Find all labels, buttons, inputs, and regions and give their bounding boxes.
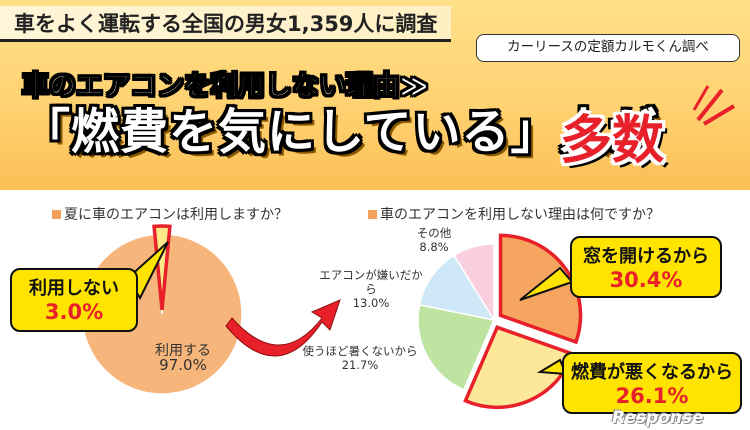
callout-not-use: 利用しない 3.0% [10,268,138,332]
chart2-title: 車のエアコンを利用しない理由は何ですか？ [368,204,660,224]
slice-label-use: 利用する 97.0% [155,343,211,374]
callout-value: 3.0% [44,300,104,324]
callout-open-window: 窓を開けるから 30.4% [570,236,722,298]
bullet-square-icon [52,210,61,219]
callout-label: 窓を開けるから [583,246,709,267]
slice-label-dislike: エアコンが嫌いだから 13.0% [319,268,423,310]
slice-label-not-hot: 使うほど暑くないから 21.7% [302,344,418,372]
emphasis-burst-icon [692,85,736,126]
bullet-square-icon [368,210,377,219]
callout-value: 30.4% [609,268,683,292]
source-credit: カーリースの定額カルモくん調べ [476,34,740,62]
pie-slice [418,254,496,322]
callout-label: 燃費が悪くなるから [571,362,733,383]
pie-slice [417,303,496,391]
chart1-title: 夏に車のエアコンは利用しますか？ [52,204,288,224]
callout-value: 26.1% [615,384,689,408]
arrow-icon [225,299,341,357]
accent-title: 多数 [560,111,665,171]
callout-label: 利用しない [29,278,119,299]
sub-title: 車のエアコンを利用しない理由≫ [21,71,429,103]
header-banner: 車をよく運転する全国の男女1,359人に調査 カーリースの定額カルモくん調べ 車… [0,0,750,190]
callout-fuel-economy: 燃費が悪くなるから 26.1% [562,352,742,414]
pie-chart-reasons [417,233,583,410]
callout-pointer-icon [519,266,574,301]
pie-slice [453,243,495,323]
watermark: Response [612,408,704,428]
survey-description: 車をよく運転する全国の男女1,359人に調査 [0,6,452,42]
main-title: 「燃費を気にしている」人が [22,104,658,160]
slice-label-other: その他 8.8% [416,226,452,254]
